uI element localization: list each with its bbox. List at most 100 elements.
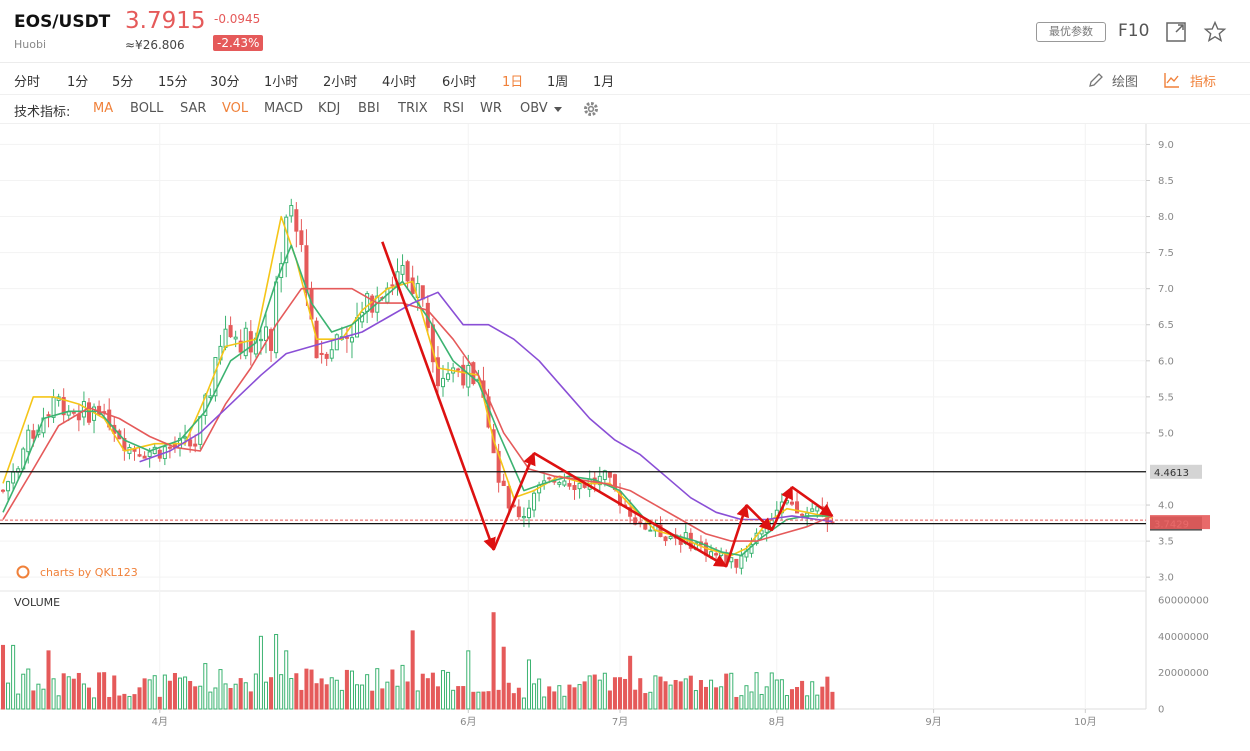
tab-timeframe[interactable]: 5分 [112,75,134,90]
indicator-item[interactable]: TRIX [398,101,428,116]
volume-bar [218,669,223,710]
candle [643,523,648,530]
volume-bar [81,683,86,710]
price-tick-label: 8.0 [1158,212,1174,223]
annotation-arrow[interactable] [724,503,749,567]
volume-bar [334,679,339,710]
volume-bar [744,685,749,710]
volume-bar [618,677,623,710]
candle [400,264,405,275]
price-tick-label: 3.5 [1158,537,1174,548]
indicator-item[interactable]: MA [93,101,114,116]
annotation-arrow[interactable] [381,241,496,551]
tab-timeframe[interactable]: 1周 [547,75,569,90]
fullscreen-icon[interactable] [1164,20,1188,44]
annotation-arrow[interactable] [492,451,536,551]
candle [263,326,269,341]
price-tick-label: 5.5 [1158,392,1174,403]
volume-bar [26,668,31,710]
indicator-item[interactable]: BOLL [130,101,164,116]
volume-bar [754,672,759,710]
indicator-item[interactable]: BBI [358,101,380,116]
indicator-item[interactable]: OBV [520,101,548,116]
candle [648,529,653,532]
volume-bar [577,684,582,710]
volume-bar [71,678,76,710]
volume-bar [304,668,309,710]
volume-bar [800,680,805,710]
candle [607,471,612,478]
candle [183,436,188,439]
volume-bar [451,689,456,710]
candle [269,329,274,351]
candle [521,515,526,519]
tab-timeframe[interactable]: 4小时 [382,75,417,90]
annotation-arrow[interactable] [745,504,773,532]
candle [668,535,673,539]
price-chart[interactable]: 4.46133.7429 9.08.58.07.57.06.56.05.55.0… [0,124,1250,751]
tab-timeframe[interactable]: 6小时 [442,75,477,90]
qkl-logo-icon [16,565,30,579]
indicator-item[interactable]: RSI [443,101,465,116]
annotation-arrow[interactable] [791,485,834,517]
indicator-item[interactable]: KDJ [318,101,341,116]
volume-bar [597,679,602,710]
indicator-item[interactable]: SAR [180,101,207,116]
tab-timeframe[interactable]: 1分 [67,75,89,90]
volume-bar [284,650,289,710]
volume-bar [243,682,248,710]
tab-timeframe[interactable]: 1小时 [264,75,299,90]
annotation-arrow[interactable] [533,452,728,568]
exchange-name: Huobi [14,38,47,51]
volume-bar [349,670,354,710]
candle [248,331,253,353]
volume-bar [511,693,516,710]
indicator-item[interactable]: VOL [222,101,249,116]
last-price: 3.7915 [125,8,206,34]
optimal-params-button[interactable]: 最优参数 [1036,22,1106,42]
indicator-chart-icon[interactable] [1164,72,1180,88]
gear-icon[interactable] [582,100,600,118]
caret-down-icon[interactable] [553,106,563,114]
volume-bar [410,630,415,710]
indicator-item[interactable]: MACD [264,101,303,116]
candle [532,492,537,511]
indicator-button[interactable]: 指标 [1190,75,1217,90]
volume-bar [319,678,324,710]
volume-bar [506,682,511,710]
volume-bar [658,676,663,710]
candle [324,353,329,359]
volume-bar [688,675,693,710]
candle [602,470,607,480]
tab-timeframe-active[interactable]: 1日 [502,75,524,90]
candle [501,480,506,487]
volume-bar [764,686,769,710]
tab-timeframe[interactable]: 1月 [593,75,615,90]
volume-bar [815,694,820,710]
candle [46,414,51,417]
volume-bar [693,690,698,710]
star-icon[interactable] [1203,20,1227,44]
draw-button[interactable]: 绘图 [1112,75,1139,90]
price-tick-label: 9.0 [1158,140,1174,151]
tab-timeframe[interactable]: 15分 [158,75,188,90]
tab-timeframe[interactable]: 分时 [14,75,41,90]
volume-bar [446,671,451,710]
indicator-item[interactable]: WR [480,101,502,116]
volume-bar [623,678,628,710]
volume-bar [370,690,375,710]
f10-button[interactable]: F10 [1118,21,1150,41]
tab-timeframe[interactable]: 30分 [210,75,240,90]
volume-bar [648,691,653,710]
volume-bar [309,669,314,710]
volume-bar [355,684,360,710]
volume-bar [567,684,572,710]
tab-timeframe[interactable]: 2小时 [323,75,358,90]
volume-bar [86,687,91,710]
volume-bar [16,693,21,710]
volume-bar [51,678,56,710]
candle [638,521,643,524]
pencil-icon[interactable] [1088,72,1104,88]
annotation-arrow[interactable] [770,485,794,531]
volume-bar [147,679,152,710]
